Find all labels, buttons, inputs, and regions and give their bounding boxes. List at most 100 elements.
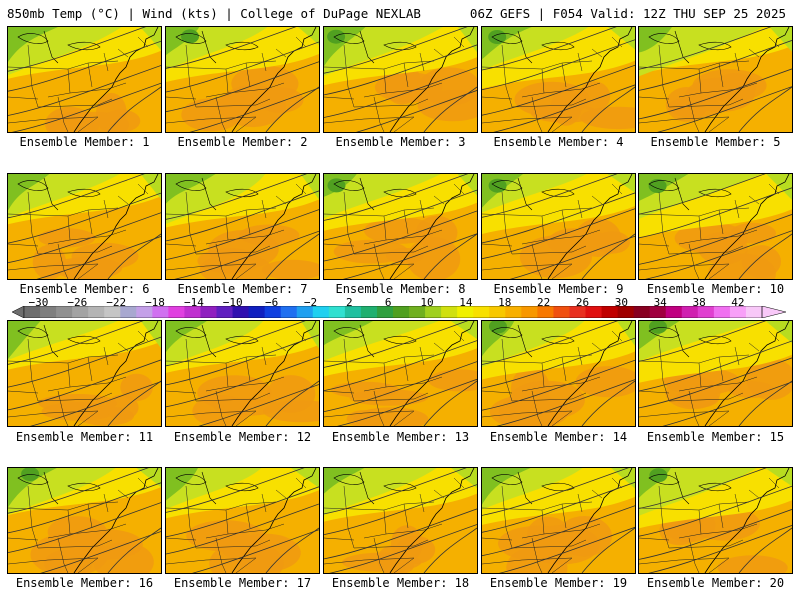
colorbar-segment [745,306,763,318]
temperature-map-icon [639,321,792,426]
temperature-map-icon [166,468,319,573]
temperature-colorbar [12,306,787,318]
colorbar-right-arrow [761,306,787,318]
colorbar-segment [296,306,314,318]
temperature-map-icon [324,174,477,279]
colorbar-segment [136,306,153,318]
colorbar-tick-label: 2 [345,296,353,309]
ensemble-member-label: Ensemble Member: 12 [173,430,312,444]
colorbar-segment [713,306,731,318]
colorbar-segment [216,306,234,318]
colorbar-segment [24,306,41,318]
temperature-map-icon [639,174,792,279]
temperature-map-icon [324,468,477,573]
colorbar-tick-label: 30 [614,296,629,309]
ensemble-member-13-map [323,320,478,427]
ensemble-member-label: Ensemble Member: 9 [493,282,624,296]
colorbar-tick-label: 6 [384,296,392,309]
colorbar-left-arrow [12,306,25,318]
temperature-map-icon [8,468,161,573]
temperature-map-icon [482,174,635,279]
ensemble-member-9-map [481,173,636,280]
ensemble-member-label: Ensemble Member: 6 [19,282,150,296]
colorbar-segment [152,306,169,318]
colorbar-segment [505,306,522,318]
colorbar-segment [425,306,442,318]
colorbar-tick-label: 10 [420,296,434,309]
colorbar-tick-label: −6 [264,296,279,309]
ensemble-member-label: Ensemble Member: 5 [650,135,781,149]
ensemble-member-17-map [165,467,320,574]
ensemble-member-7-map [165,173,320,280]
temperature-map-icon [8,321,161,426]
ensemble-member-16-map [7,467,162,574]
ensemble-member-label: Ensemble Member: 19 [489,576,628,590]
run-valid-time: 06Z GEFS | F054 Valid: 12Z THU SEP 25 20… [469,6,786,21]
colorbar-segment [569,306,587,318]
colorbar-tick-label: 38 [692,296,706,309]
temperature-map-icon [166,321,319,426]
colorbar-segment [457,306,474,318]
ensemble-member-8-map [323,173,478,280]
colorbar-tick-label: 34 [653,296,667,309]
temperature-map-icon [166,27,319,132]
ensemble-member-label: Ensemble Member: 4 [493,135,624,149]
temperature-map-icon [324,321,477,426]
colorbar-segment [184,306,201,318]
colorbar-segment [40,306,57,318]
colorbar-tick-label: 42 [731,296,745,309]
ensemble-member-label: Ensemble Member: 16 [15,576,154,590]
ensemble-member-label: Ensemble Member: 3 [335,135,466,149]
colorbar-tick-label: 22 [536,296,551,309]
temperature-map-icon [8,174,161,279]
ensemble-member-2-map [165,26,320,133]
ensemble-member-5-map [638,26,793,133]
colorbar-segment [665,306,683,318]
colorbar-segment [553,306,570,318]
temperature-map-icon [639,468,792,573]
ensemble-member-label: Ensemble Member: 10 [646,282,785,296]
colorbar-tick-label: −30 [28,296,49,309]
ensemble-member-11-map [7,320,162,427]
colorbar-segment [72,306,89,318]
colorbar-tick-label: 14 [459,296,473,309]
colorbar-segment [344,306,362,318]
ensemble-member-label: Ensemble Member: 2 [177,135,308,149]
ensemble-member-label: Ensemble Member: 14 [489,430,628,444]
colorbar-segment [441,306,458,318]
ensemble-member-20-map [638,467,793,574]
ensemble-member-label: Ensemble Member: 18 [331,576,470,590]
ensemble-member-label: Ensemble Member: 17 [173,576,312,590]
colorbar-segment [409,306,426,318]
colorbar-segment [312,306,330,318]
ensemble-member-1-map [7,26,162,133]
colorbar-segment [264,306,282,318]
colorbar-segment [88,306,105,318]
colorbar-segment [585,306,603,318]
colorbar-segment [601,306,619,318]
colorbar-segment [473,306,490,318]
colorbar-segment [633,306,651,318]
ensemble-member-10-map [638,173,793,280]
colorbar-segment [681,306,699,318]
ensemble-member-18-map [323,467,478,574]
temperature-map-icon [482,27,635,132]
temperature-map-icon [639,27,792,132]
colorbar-segment [168,306,185,318]
ensemble-member-label: Ensemble Member: 13 [331,430,470,444]
ensemble-member-19-map [481,467,636,574]
colorbar-segment [649,306,667,318]
ensemble-member-label: Ensemble Member: 8 [335,282,466,296]
colorbar-segment [393,306,410,318]
colorbar-tick-label: −18 [145,296,165,309]
colorbar-segment [120,306,137,318]
temperature-map-icon [324,27,477,132]
colorbar-segment [537,306,554,318]
temperature-map-icon [166,174,319,279]
colorbar-segment [104,306,121,318]
temperature-map-icon [482,321,635,426]
temperature-map-icon [8,27,161,132]
ensemble-member-6-map [7,173,162,280]
colorbar-tick-label: −26 [67,296,88,309]
colorbar-segment [200,306,218,318]
